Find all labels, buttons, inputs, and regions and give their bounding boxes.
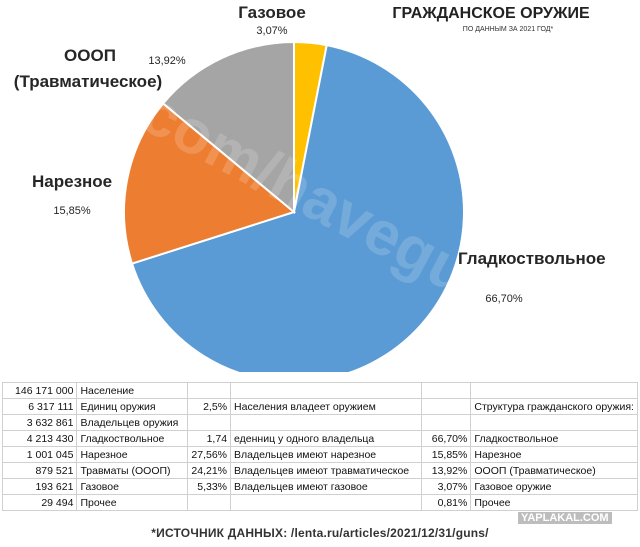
table-cell: 4 213 430 [1, 430, 78, 447]
table-row: 879 521 Травматы (ОООП) 24,21% Владельцев и… [1, 462, 638, 479]
pct-traumatic: 13,92% [148, 55, 186, 67]
table-cell: Гладкоствольное [470, 430, 638, 447]
table-cell [420, 398, 472, 415]
table-cell: ОООП (Травматическое) [470, 462, 638, 479]
table-cell: Единиц оружия [76, 398, 189, 415]
table-cell: 6 317 111 [1, 398, 78, 415]
table-cell: Население [76, 382, 189, 399]
slice-rifled [123, 102, 297, 265]
table-cell [230, 414, 422, 431]
table-row: 193 621 Газовое 5,33% Владельцев имеют газо… [1, 478, 638, 495]
table-cell: 15,85% [420, 446, 472, 463]
table-cell: 66,70% [420, 430, 472, 447]
table-cell: Прочее [470, 494, 638, 511]
slice-smoothbore [130, 44, 465, 372]
table-cell: Травматы (ОООП) [76, 462, 189, 479]
table-cell [420, 414, 472, 431]
pct-smoothbore: 66,70% [485, 293, 523, 305]
table-cell [187, 494, 232, 511]
table-cell [230, 494, 422, 511]
table-row: 1 001 045 Нарезное 27,56% Владельцев имеют … [1, 446, 638, 463]
table-cell: Газовое оружие [470, 478, 638, 495]
watermark-bottom: YAPLAKAL.COM [518, 512, 612, 524]
label-rifled: Нарезное [32, 172, 112, 191]
pie-slices [123, 40, 465, 372]
table-cell: Гладкоствольное [76, 430, 189, 447]
table-cell [420, 382, 472, 399]
slice-traumatic [161, 40, 295, 215]
table-cell [470, 414, 638, 431]
label-traumatic-2: (Травматическое) [14, 72, 162, 91]
table-cell: 879 521 [1, 462, 78, 479]
table-cell: 1,74 [187, 430, 232, 447]
table-cell [187, 414, 232, 431]
label-gas: Газовое [238, 3, 306, 22]
table-cell: Владельцев имеют травматическое [230, 462, 422, 479]
table-cell: еденниц у одного владельца [230, 430, 422, 447]
table-cell: 2,5% [187, 398, 232, 415]
data-table-body: 146 171 000 Население 6 317 111 Единиц оруж… [1, 382, 638, 511]
chart-subtitle: ПО ДАННЫМ ЗА 2021 ГОД* [463, 26, 554, 33]
table-cell [470, 382, 638, 399]
table-cell [230, 382, 422, 399]
table-cell: 193 621 [1, 478, 78, 495]
table-cell: Нарезное [76, 446, 189, 463]
table-cell: Владельцев имеют нарезное [230, 446, 422, 463]
table-cell: 1 001 045 [1, 446, 78, 463]
table-cell: 5,33% [187, 478, 232, 495]
table-cell: 24,21% [187, 462, 232, 479]
table-cell: Газовое [76, 478, 189, 495]
table-row: 3 632 861 Владельцев оружия [1, 414, 638, 431]
pie-chart: vk.com/haveguns ГРАЖДАНСКОЕ ОРУЖИЕ ПО ДА… [14, 3, 606, 372]
table-row: 6 317 111 Единиц оружия 2,5% Населения влад… [1, 398, 638, 415]
source-note: *ИСТОЧНИК ДАННЫХ: /lenta.ru/articles/202… [151, 526, 489, 540]
table-cell: Владельцев имеют газовое [230, 478, 422, 495]
table-row: 29 494 Прочее 0,81% Прочее [1, 494, 638, 511]
pct-rifled: 15,85% [53, 205, 91, 217]
table-cell: 3,07% [420, 478, 472, 495]
table-row: 146 171 000 Население [1, 382, 638, 399]
table-cell [187, 382, 232, 399]
table-cell: 146 171 000 [1, 382, 78, 399]
table-cell: Населения владеет оружием [230, 398, 422, 415]
table-cell: 0,81% [420, 494, 472, 511]
table-cell: 29 494 [1, 494, 78, 511]
table-cell: 13,92% [420, 462, 472, 479]
table-cell: 3 632 861 [1, 414, 78, 431]
table-cell: Структура гражданского оружия: [470, 398, 638, 415]
chart-title: ГРАЖДАНСКОЕ ОРУЖИЕ [392, 5, 590, 22]
label-smoothbore: Гладкоствольное [458, 249, 606, 268]
pct-gas: 3,07% [256, 25, 287, 37]
data-table: 146 171 000 Население 6 317 111 Единиц оруж… [1, 382, 638, 511]
table-row: 4 213 430 Гладкоствольное 1,74 еденниц у од… [1, 430, 638, 447]
table-cell: Нарезное [470, 446, 638, 463]
table-cell: Прочее [76, 494, 189, 511]
label-traumatic-1: ОООП [64, 46, 116, 65]
table-cell: 27,56% [187, 446, 232, 463]
table-cell: Владельцев оружия [76, 414, 189, 431]
